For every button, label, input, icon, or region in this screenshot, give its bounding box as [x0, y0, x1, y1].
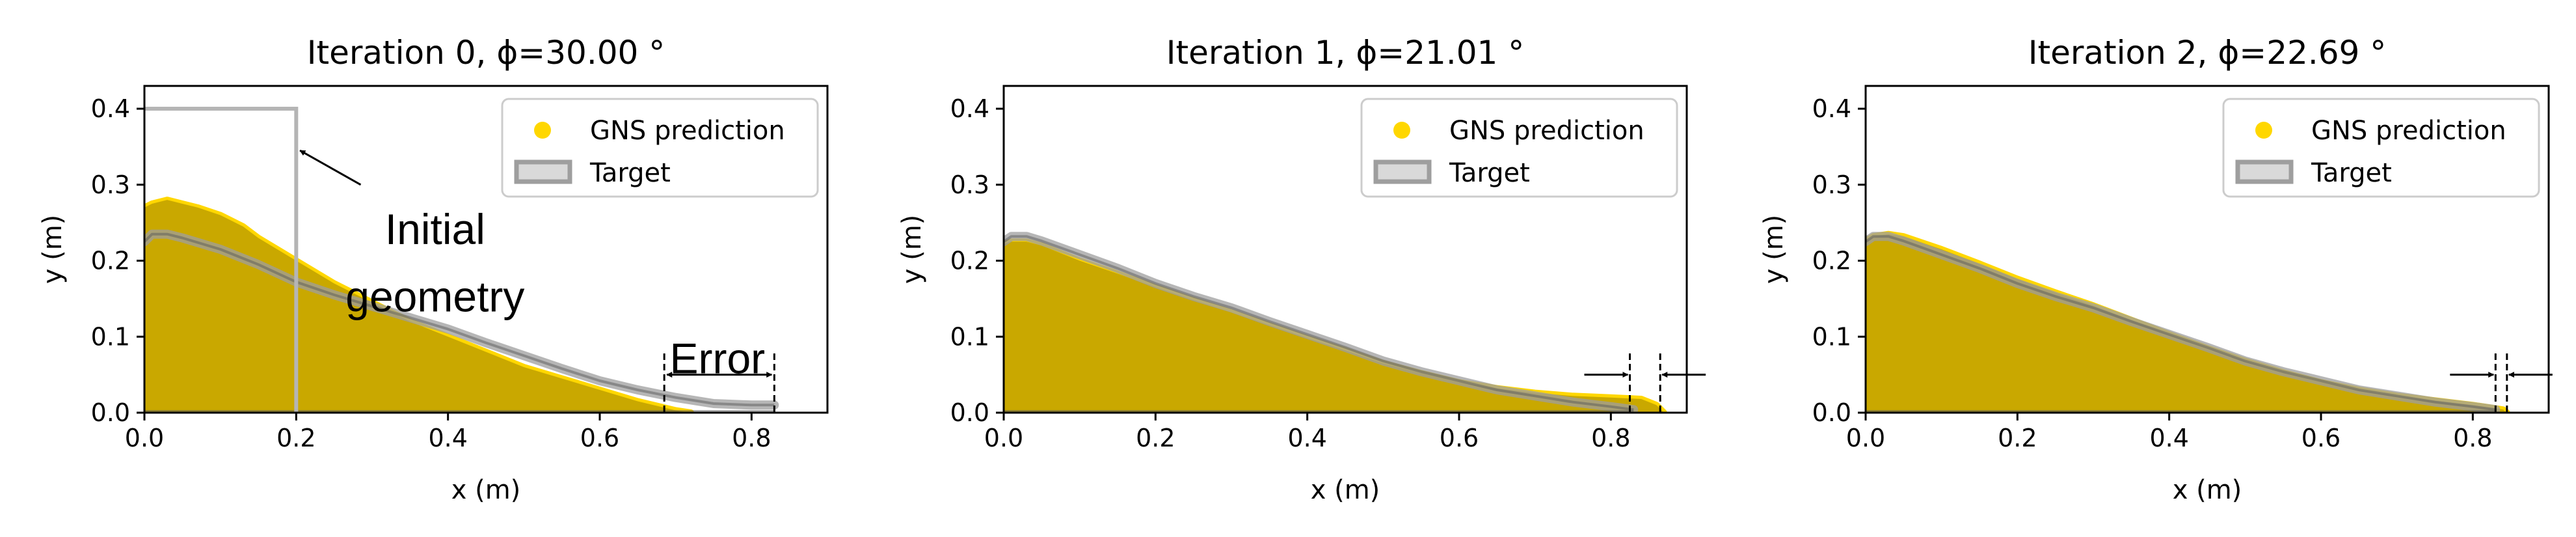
legend-prediction-marker — [534, 122, 551, 139]
initial-geometry-pointer — [299, 149, 362, 186]
annotation-geometry: geometry — [345, 273, 524, 321]
legend-box — [1360, 98, 1678, 198]
y-tick-label: 0.2 — [1812, 247, 1851, 275]
legend-target-label: Target — [589, 158, 671, 188]
x-tick-label: 0.2 — [276, 424, 315, 452]
gns-prediction-fill — [144, 200, 691, 413]
legend: GNS prediction Target — [2222, 98, 2540, 198]
legend: GNS prediction Target — [1360, 98, 1678, 198]
y-tick-label: 0.0 — [1812, 398, 1851, 427]
target-surface-line — [1866, 235, 2496, 411]
target-surface-line — [144, 232, 775, 407]
y-tick-label: 0.2 — [950, 247, 989, 275]
legend-target-marker — [514, 159, 572, 184]
y-tick-label: 0.4 — [1812, 94, 1851, 123]
y-axis-label: y (m) — [38, 215, 68, 284]
y-tick-label: 0.3 — [91, 171, 130, 199]
x-tick-label: 0.6 — [1440, 424, 1479, 452]
legend: GNS prediction Target — [501, 98, 819, 198]
x-tick-label: 0.0 — [1846, 424, 1885, 452]
x-tick-label: 0.8 — [2453, 424, 2492, 452]
x-tick-label: 0.8 — [732, 424, 771, 452]
chart-title: Iteration 2, ϕ=22.69 ° — [2028, 34, 2387, 72]
x-tick-label: 0.0 — [984, 424, 1023, 452]
chart-title: Iteration 1, ϕ=21.01 ° — [1166, 34, 1525, 72]
error-marker — [663, 353, 775, 413]
y-axis-label: y (m) — [897, 215, 927, 284]
chart-title: Iteration 0, ϕ=30.00 ° — [307, 34, 665, 72]
x-tick-label: 0.4 — [428, 424, 467, 452]
error-marker — [2450, 353, 2553, 413]
x-axis-label: x (m) — [1311, 475, 1380, 505]
legend-box — [2222, 98, 2540, 198]
target-surface-line — [1004, 235, 1634, 411]
y-tick-label: 0.4 — [91, 94, 130, 123]
legend-target-marker — [1373, 159, 1432, 184]
legend-box — [501, 98, 819, 198]
y-tick-label: 0.2 — [91, 247, 130, 275]
x-tick-label: 0.4 — [1287, 424, 1326, 452]
gns-prediction-fill — [1866, 234, 2507, 413]
legend-target-label: Target — [2311, 158, 2392, 188]
y-tick-label: 0.0 — [950, 398, 989, 427]
x-tick-label: 0.6 — [580, 424, 619, 452]
x-tick-label: 0.6 — [2301, 424, 2341, 452]
y-tick-label: 0.1 — [1812, 322, 1851, 351]
gns-prediction-fill — [1004, 241, 1664, 413]
legend-prediction-marker — [1393, 122, 1410, 139]
x-tick-label: 0.4 — [2149, 424, 2188, 452]
x-tick-label: 0.2 — [1998, 424, 2037, 452]
plot-area — [144, 107, 779, 413]
axes-frame — [1864, 85, 2550, 414]
error-marker — [1584, 353, 1706, 413]
x-tick-label: 0.8 — [1591, 424, 1630, 452]
y-axis-label: y (m) — [1759, 215, 1789, 284]
y-tick-label: 0.3 — [950, 171, 989, 199]
chart-1: 0.0 0.2 0.4 0.6 0.8 0.0 0.1 0.2 0.3 0.4 Iteration … — [897, 34, 1706, 505]
annotation-error: Error — [669, 334, 765, 382]
annotation-initial: Initial — [385, 205, 485, 253]
y-tick-label: 0.3 — [1812, 171, 1851, 199]
plot-area — [1866, 230, 2510, 413]
legend-prediction-label: GNS prediction — [2311, 116, 2506, 146]
legend-target-marker — [2235, 159, 2294, 184]
legend-prediction-marker — [2255, 122, 2272, 139]
initial-geometry-outline — [144, 107, 299, 413]
y-tick-label: 0.1 — [950, 322, 989, 351]
axes-frame — [143, 85, 829, 414]
plot-area — [1004, 232, 1667, 413]
x-axis-label: x (m) — [451, 475, 521, 505]
chart-0: 0.0 0.2 0.4 0.6 0.8 0.0 0.1 0.2 0.3 0.4 Iteration … — [38, 34, 829, 505]
x-axis-label: x (m) — [2173, 475, 2242, 505]
chart-2: 0.0 0.2 0.4 0.6 0.8 0.0 0.1 0.2 0.3 0.4 Iteration … — [1759, 34, 2553, 505]
y-tick-label: 0.0 — [91, 398, 130, 427]
legend-prediction-label: GNS prediction — [590, 116, 785, 146]
legend-prediction-label: GNS prediction — [1449, 116, 1644, 146]
y-tick-label: 0.4 — [950, 94, 989, 123]
legend-target-label: Target — [1449, 158, 1530, 188]
axes-frame — [1002, 85, 1688, 414]
x-tick-label: 0.2 — [1136, 424, 1175, 452]
y-tick-label: 0.1 — [91, 322, 130, 351]
x-tick-label: 0.0 — [125, 424, 164, 452]
